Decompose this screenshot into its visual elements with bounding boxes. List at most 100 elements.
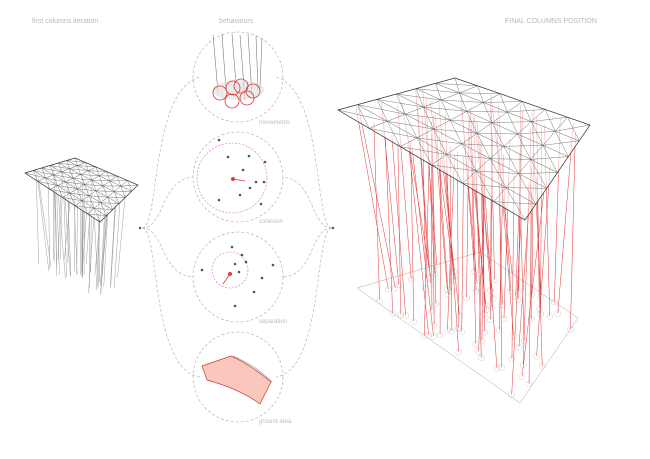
- neighbour-dot: [254, 180, 258, 184]
- roof-triangulation: [507, 109, 546, 113]
- roof-triangulation: [84, 184, 90, 196]
- column-line: [37, 180, 50, 271]
- roof-triangulation: [415, 88, 424, 108]
- column-base: [488, 304, 496, 311]
- roof-triangulation: [544, 109, 556, 132]
- column-base: [425, 263, 432, 271]
- neighbour-dot: [271, 263, 275, 267]
- roof-triangulation: [446, 154, 463, 184]
- column-line: [499, 183, 502, 368]
- column-base: [567, 325, 574, 333]
- column-line: [54, 188, 58, 277]
- roof-triangulation: [459, 92, 467, 112]
- neighbour-dot: [260, 276, 264, 280]
- roof-triangulation: [454, 77, 460, 93]
- column-base: [489, 295, 497, 302]
- roof-triangulation: [53, 174, 58, 186]
- roof-triangulation: [489, 158, 507, 188]
- roof-triangulation: [466, 111, 508, 113]
- roof-triangulation: [522, 101, 532, 122]
- roof-triangulation: [41, 167, 46, 179]
- cohesion-vector: [232, 178, 246, 182]
- roof-triangulation: [567, 117, 580, 141]
- column-base: [385, 285, 392, 293]
- column-base: [444, 327, 451, 334]
- roof-triangulation: [476, 170, 519, 174]
- column-line: [259, 37, 263, 89]
- column-base: [472, 341, 480, 348]
- column-base: [455, 349, 462, 356]
- neighbour-dot: [262, 180, 266, 184]
- column-line: [461, 156, 464, 332]
- neighbour-dot: [233, 304, 237, 308]
- roof-triangulation: [77, 188, 83, 201]
- roof-triangulation: [503, 146, 519, 174]
- roof-triangulation: [88, 170, 92, 181]
- neighbour-dot: [263, 160, 267, 164]
- roof-triangulation: [100, 202, 107, 216]
- column-base: [448, 327, 456, 335]
- column-base: [546, 313, 553, 320]
- column-line: [408, 145, 429, 336]
- roof-triangulation: [81, 200, 88, 214]
- roof-triangulation: [405, 113, 451, 121]
- roof-triangulation: [387, 121, 434, 130]
- roof-triangulation: [396, 93, 442, 101]
- column-line: [212, 34, 219, 93]
- roof-triangulation: [435, 83, 478, 87]
- column-base: [392, 284, 399, 292]
- column-line: [255, 35, 259, 91]
- column-line: [373, 122, 380, 301]
- column-base: [551, 298, 558, 306]
- neighbour-dot: [217, 138, 221, 142]
- column-base: [514, 296, 522, 303]
- column-base: [493, 365, 501, 372]
- column-base: [471, 268, 478, 275]
- ground-area-shape: [201, 355, 272, 405]
- column-base: [463, 294, 470, 301]
- column-line: [445, 170, 459, 353]
- roof-triangulation: [493, 201, 536, 205]
- column-base: [507, 287, 515, 295]
- column-base: [432, 300, 440, 308]
- column-base: [510, 332, 517, 339]
- behaviour-label: separation: [259, 319, 287, 325]
- roof-triangulation: [450, 120, 462, 144]
- column-line: [57, 192, 66, 280]
- neighbour-dot: [226, 155, 230, 159]
- behaviour-movements: movements: [192, 31, 290, 126]
- roof-triangulation: [74, 157, 78, 166]
- roof-triangulation: [400, 146, 447, 155]
- column-base: [444, 285, 451, 293]
- roof-triangulation: [102, 185, 108, 198]
- column-line: [100, 215, 106, 295]
- column-base: [428, 306, 436, 314]
- roof-triangulation: [88, 195, 95, 209]
- column-line: [432, 153, 435, 325]
- column-base: [533, 352, 540, 360]
- roof-triangulation: [61, 171, 66, 182]
- column-line: [528, 192, 532, 384]
- separation-range: [211, 251, 249, 289]
- roof-triangulation: [91, 180, 97, 191]
- column-base: [487, 316, 494, 324]
- roof-triangulation: [66, 160, 70, 169]
- column-base: [397, 311, 404, 318]
- column-line: [424, 163, 430, 336]
- roof-triangulation: [416, 137, 462, 145]
- behaviour-ground-area: ground area: [192, 331, 292, 425]
- column-line: [64, 187, 71, 277]
- column-base: [515, 343, 523, 351]
- roof-triangulation: [450, 119, 493, 123]
- roof-triangulation: [518, 172, 558, 174]
- column-base: [430, 321, 438, 329]
- column-line: [221, 33, 227, 91]
- roof-triangulation: [369, 128, 417, 139]
- roof-triangulation: [99, 175, 104, 186]
- roof-triangulation: [542, 145, 558, 173]
- column-line: [397, 143, 401, 315]
- column-base: [477, 287, 485, 294]
- roof-triangulation: [555, 124, 591, 132]
- movement-ring: [233, 78, 249, 94]
- neighbour-dot: [237, 270, 241, 274]
